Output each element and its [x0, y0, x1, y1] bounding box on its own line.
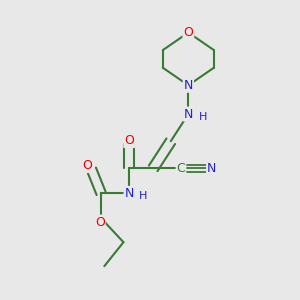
Text: O: O: [124, 134, 134, 147]
Text: N: N: [207, 162, 216, 175]
Text: O: O: [183, 26, 193, 39]
Text: N: N: [184, 79, 193, 92]
Text: H: H: [199, 112, 207, 122]
Text: N: N: [184, 107, 193, 121]
Text: C: C: [177, 162, 185, 175]
Text: O: O: [83, 159, 93, 172]
Text: O: O: [95, 216, 105, 229]
Text: N: N: [124, 187, 134, 200]
Text: H: H: [139, 191, 147, 201]
